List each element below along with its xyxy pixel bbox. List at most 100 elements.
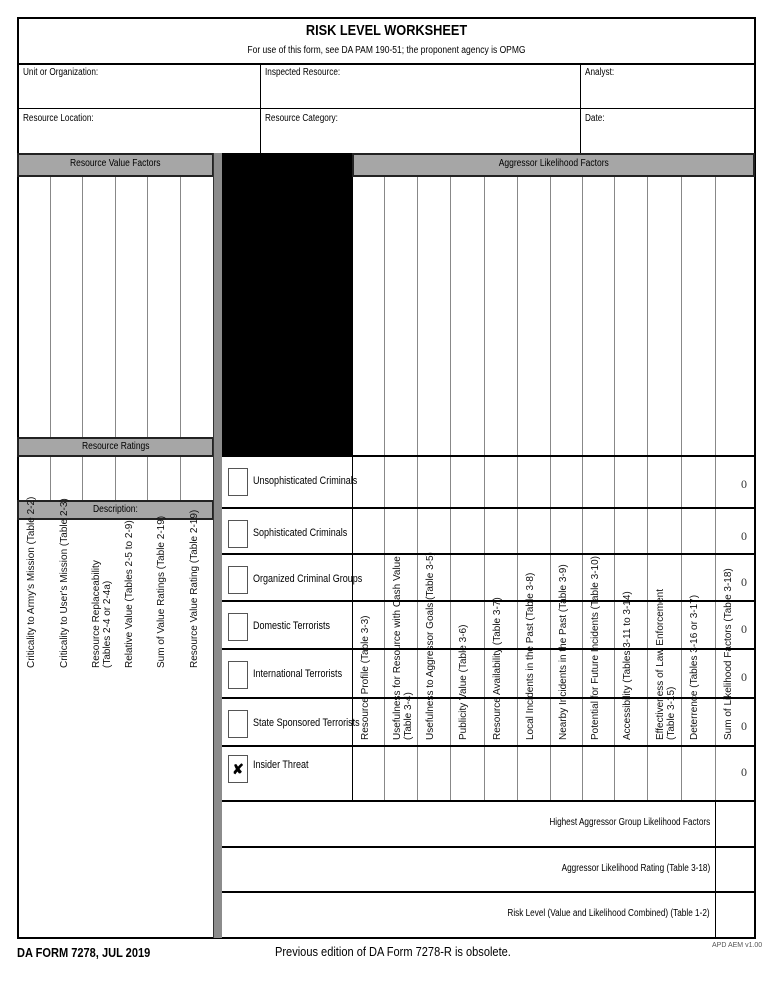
panel-divider [213, 153, 222, 938]
aggressor-checkbox[interactable] [228, 661, 248, 689]
column-divider [647, 177, 648, 800]
aggressor-label: State Sponsored Terrorists [253, 717, 360, 729]
likelihood-sum-value: 0 [741, 529, 747, 543]
column-divider [715, 800, 716, 846]
description-field[interactable] [18, 520, 213, 938]
aggressor-checkbox[interactable] [228, 520, 248, 548]
unit-label: Unit or Organization: [23, 67, 99, 78]
column-divider [82, 177, 83, 437]
divider [17, 63, 756, 65]
aggressor-checkbox[interactable] [228, 566, 248, 594]
summary-label: Risk Level (Value and Likelihood Combine… [507, 908, 710, 919]
row-divider [222, 553, 755, 555]
likelihood-column-label: Sum of Likelihood Factors (Table 3-18) [723, 568, 734, 740]
date-label: Date: [585, 113, 605, 124]
column-divider [180, 177, 181, 437]
column-divider [550, 177, 551, 800]
value-column-label: Relative Value (Tables 2-5 to 2-9) [124, 520, 135, 668]
value-column-label: Sum of Value Ratings (Table 2-19) [156, 515, 167, 668]
resource-value-factors-header: Resource Value Factors [17, 153, 214, 177]
aggressor-label: Unsophisticated Criminals [253, 475, 358, 487]
likelihood-sum-value: 0 [741, 670, 747, 684]
likelihood-column-label: Nearby Incidents in the Past (Table 3-9) [558, 564, 569, 740]
inspected-label: Inspected Resource: [265, 67, 341, 78]
row-divider [222, 455, 755, 457]
aggressor-label: Sophisticated Criminals [253, 527, 348, 539]
column-divider [115, 177, 116, 437]
column-divider [147, 457, 148, 500]
summary-value-field[interactable] [716, 848, 754, 890]
row-divider [222, 891, 755, 893]
value-column-label: Resource Value Rating (Table 2-19) [189, 509, 200, 668]
resource-rating-input[interactable] [83, 457, 115, 500]
column-divider [517, 177, 518, 800]
row-divider [222, 800, 755, 802]
form-subtitle: For use of this form, see DA PAM 190-51;… [247, 45, 526, 56]
obsolete-notice: Previous edition of DA Form 7278-R is ob… [275, 944, 511, 959]
likelihood-column-label: Resource Profile (Table 3-3) [360, 615, 371, 741]
summary-label: Aggressor Likelihood Rating (Table 3-18) [561, 863, 710, 874]
likelihood-column-label: Deterrence (Tables 3-16 or 3-17) [689, 594, 700, 740]
column-divider [180, 457, 181, 500]
value-column-label: Resource Replaceability (Tables 2-4 or 2… [91, 560, 113, 668]
column-divider [115, 457, 116, 500]
aggressor-checkbox[interactable] [228, 468, 248, 496]
column-divider [50, 457, 51, 500]
unit-field[interactable]: Unit or Organization: [17, 65, 261, 109]
likelihood-column-label: Resource Availability (Table 3-7) [492, 597, 503, 740]
column-divider [715, 891, 716, 938]
row-divider [222, 507, 755, 509]
category-label: Resource Category: [265, 113, 338, 124]
aggressor-label: Insider Threat [253, 759, 309, 771]
row-divider [222, 846, 755, 848]
row-divider [222, 600, 755, 602]
category-field[interactable]: Resource Category: [261, 109, 581, 153]
version-label: APD AEM v1.00 [712, 942, 763, 949]
row-divider [222, 697, 755, 699]
likelihood-column-label: Publicity Value (Table 3-6) [458, 624, 469, 740]
value-column-label: Criticality to Army's Mission (Table 2-2… [26, 496, 37, 668]
column-divider [417, 177, 418, 800]
form-frame [17, 17, 756, 939]
aggressor-label: Domestic Terrorists [253, 620, 331, 632]
aggressor-label: Organized Criminal Groups [253, 573, 363, 585]
summary-value-field[interactable] [716, 893, 754, 937]
resource-rating-input[interactable] [148, 457, 180, 500]
likelihood-sum-value: 0 [741, 575, 747, 589]
column-divider [484, 177, 485, 800]
likelihood-sum-value: 0 [741, 719, 747, 733]
aggressor-checkbox[interactable]: ✘ [228, 755, 248, 783]
likelihood-column-label: Local Incidents in the Past (Table 3-8) [525, 572, 536, 740]
resource-rating-input[interactable] [116, 457, 147, 500]
resource-rating-input[interactable] [18, 457, 50, 500]
form-number: DA FORM 7278, JUL 2019 [17, 945, 151, 960]
resource-rating-input[interactable] [181, 457, 213, 500]
resource-ratings-header: Resource Ratings [17, 437, 214, 457]
summary-label: Highest Aggressor Group Likelihood Facto… [549, 817, 710, 828]
likelihood-sum-value: 0 [741, 765, 747, 779]
column-divider [582, 177, 583, 800]
date-field[interactable]: Date: [581, 109, 754, 153]
likelihood-column-label: Accessibility (Tables 3-11 to 3-14) [622, 591, 633, 740]
column-divider [715, 846, 716, 891]
aggressor-checkbox[interactable] [228, 613, 248, 641]
location-field[interactable]: Resource Location: [17, 109, 261, 153]
row-divider [222, 648, 755, 650]
likelihood-sum-value: 0 [741, 477, 747, 491]
resource-rating-input[interactable] [51, 457, 82, 500]
inspected-resource-field[interactable]: Inspected Resource: [261, 65, 581, 109]
column-divider [82, 457, 83, 500]
column-divider [147, 177, 148, 437]
analyst-label: Analyst: [585, 67, 615, 78]
likelihood-sum-value: 0 [741, 622, 747, 636]
location-label: Resource Location: [23, 113, 94, 124]
summary-value-field[interactable] [716, 802, 754, 845]
column-divider [450, 177, 451, 800]
column-divider [384, 177, 385, 800]
column-divider [50, 177, 51, 437]
column-divider [352, 455, 353, 800]
aggressor-checkbox[interactable] [228, 710, 248, 738]
aggressor-likelihood-factors-header: Aggressor Likelihood Factors [352, 153, 755, 177]
analyst-field[interactable]: Analyst: [581, 65, 754, 109]
